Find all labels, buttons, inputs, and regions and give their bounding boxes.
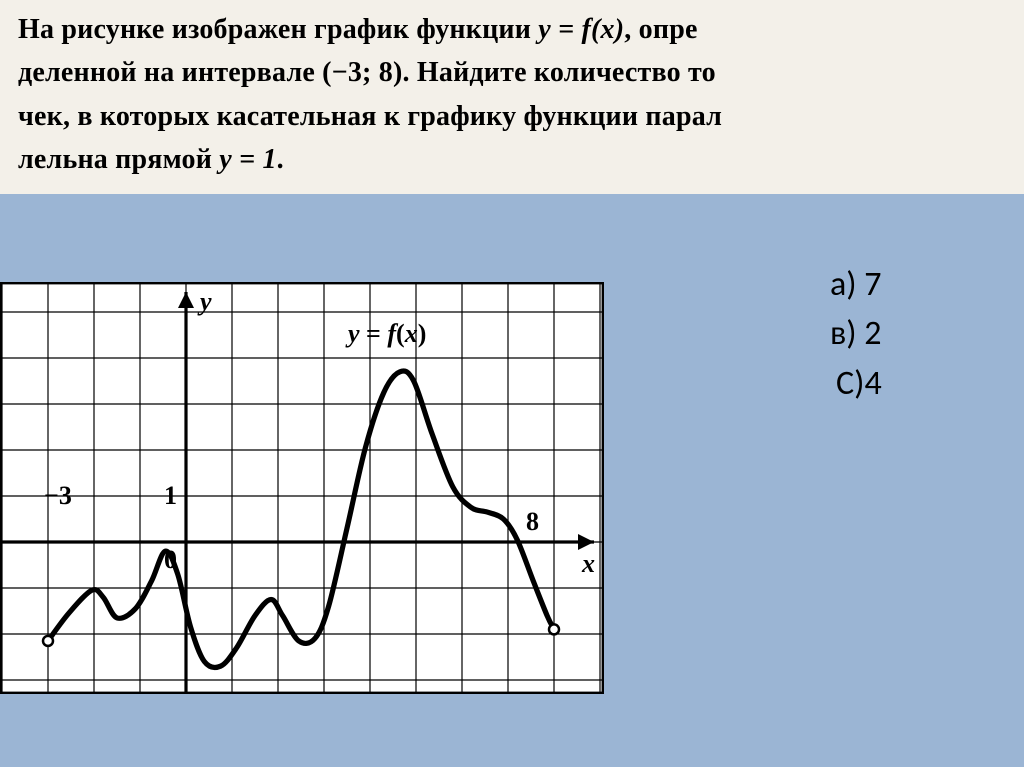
problem-text: На рисунке изображен график функции y = …: [0, 0, 1024, 194]
svg-text:0: 0: [164, 545, 177, 574]
problem-line3: чек, в которых касательная к графику фун…: [18, 101, 722, 132]
svg-text:y: y: [197, 287, 212, 316]
function-graph: y x 0 1 −3 8 y = f(x): [0, 282, 604, 694]
svg-text:8: 8: [526, 507, 539, 536]
answer-b: в) 2: [830, 309, 882, 358]
answer-a: а) 7: [830, 260, 882, 309]
answer-c: С)4: [830, 359, 882, 408]
svg-text:x: x: [581, 549, 595, 578]
problem-eq2: y = 1: [219, 144, 276, 175]
problem-line2: деленной на интервале (−3; 8). Найдите к…: [18, 57, 716, 88]
problem-eq1: y = f(x): [538, 14, 624, 45]
problem-line1b: , опре: [624, 14, 697, 45]
problem-line1a: На рисунке изображен график функции: [18, 14, 538, 45]
problem-line4b: .: [277, 144, 284, 175]
svg-text:y = f(x): y = f(x): [345, 319, 426, 348]
problem-line4a: лельна прямой: [18, 144, 219, 175]
svg-text:−3: −3: [44, 481, 72, 510]
answer-options: а) 7 в) 2 С)4: [830, 260, 882, 408]
svg-text:1: 1: [164, 481, 177, 510]
